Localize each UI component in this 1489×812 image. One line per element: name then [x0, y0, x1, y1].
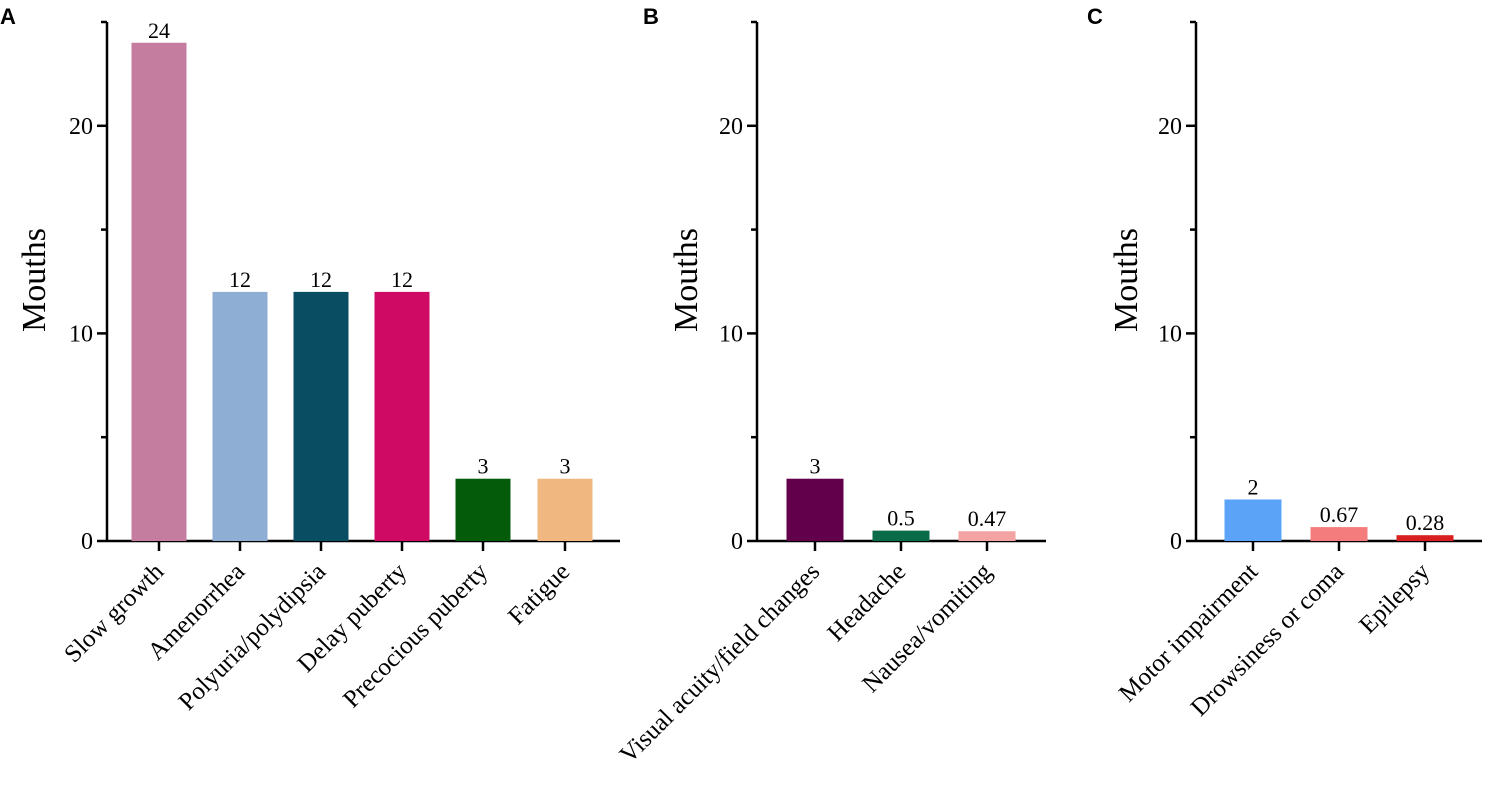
- bar: [131, 42, 187, 541]
- bar: [537, 478, 593, 541]
- panel-label: B: [643, 4, 659, 29]
- data-label: 12: [310, 267, 332, 292]
- y-tick-label: 10: [69, 321, 93, 347]
- y-tick-label: 20: [719, 114, 743, 140]
- data-label: 3: [560, 454, 571, 479]
- panel-label: C: [1087, 4, 1103, 29]
- panel-label: A: [0, 4, 16, 29]
- y-tick-label: 0: [731, 529, 743, 555]
- y-tick-label: 10: [719, 321, 743, 347]
- category-label: Polyuria/polydipsia: [174, 558, 332, 716]
- data-label: 0.67: [1320, 502, 1359, 527]
- bar: [1396, 535, 1454, 541]
- y-tick-label: 10: [1158, 321, 1182, 347]
- data-label: 0.5: [887, 506, 915, 531]
- y-tick-label: 20: [69, 114, 93, 140]
- bar: [1224, 499, 1282, 541]
- bar: [455, 478, 511, 541]
- panel-b: B 0 10 20 Mouths 3 Visual acuity/field changes…: [615, 4, 1046, 769]
- y-axis-label: Mouths: [16, 228, 53, 332]
- data-label: 3: [478, 454, 489, 479]
- data-label: 12: [391, 267, 413, 292]
- data-label: 24: [148, 18, 170, 43]
- bar: [958, 531, 1016, 541]
- bar: [293, 291, 349, 541]
- category-label: Precocious puberty: [338, 558, 493, 713]
- data-label: 2: [1248, 474, 1259, 499]
- category-label: Fatigue: [503, 558, 575, 630]
- category-label: Drowsiness or coma: [1186, 558, 1349, 721]
- y-tick-label: 0: [81, 529, 93, 555]
- bar: [374, 291, 430, 541]
- category-label: Headache: [822, 558, 911, 647]
- category-label: Visual acuity/field changes: [615, 558, 825, 768]
- bar: [872, 530, 930, 541]
- bar: [786, 478, 844, 541]
- bar: [1310, 527, 1368, 541]
- data-label: 0.28: [1406, 510, 1445, 535]
- y-axis-label: Mouths: [1108, 228, 1145, 332]
- y-tick-label: 20: [1158, 114, 1182, 140]
- y-tick-label: 0: [1170, 529, 1182, 555]
- bar: [212, 291, 268, 541]
- data-label: 3: [810, 454, 821, 479]
- category-label: Epilepsy: [1354, 558, 1435, 639]
- data-label: 0.47: [968, 506, 1007, 531]
- y-axis-label: Mouths: [668, 228, 705, 332]
- data-label: 12: [229, 267, 251, 292]
